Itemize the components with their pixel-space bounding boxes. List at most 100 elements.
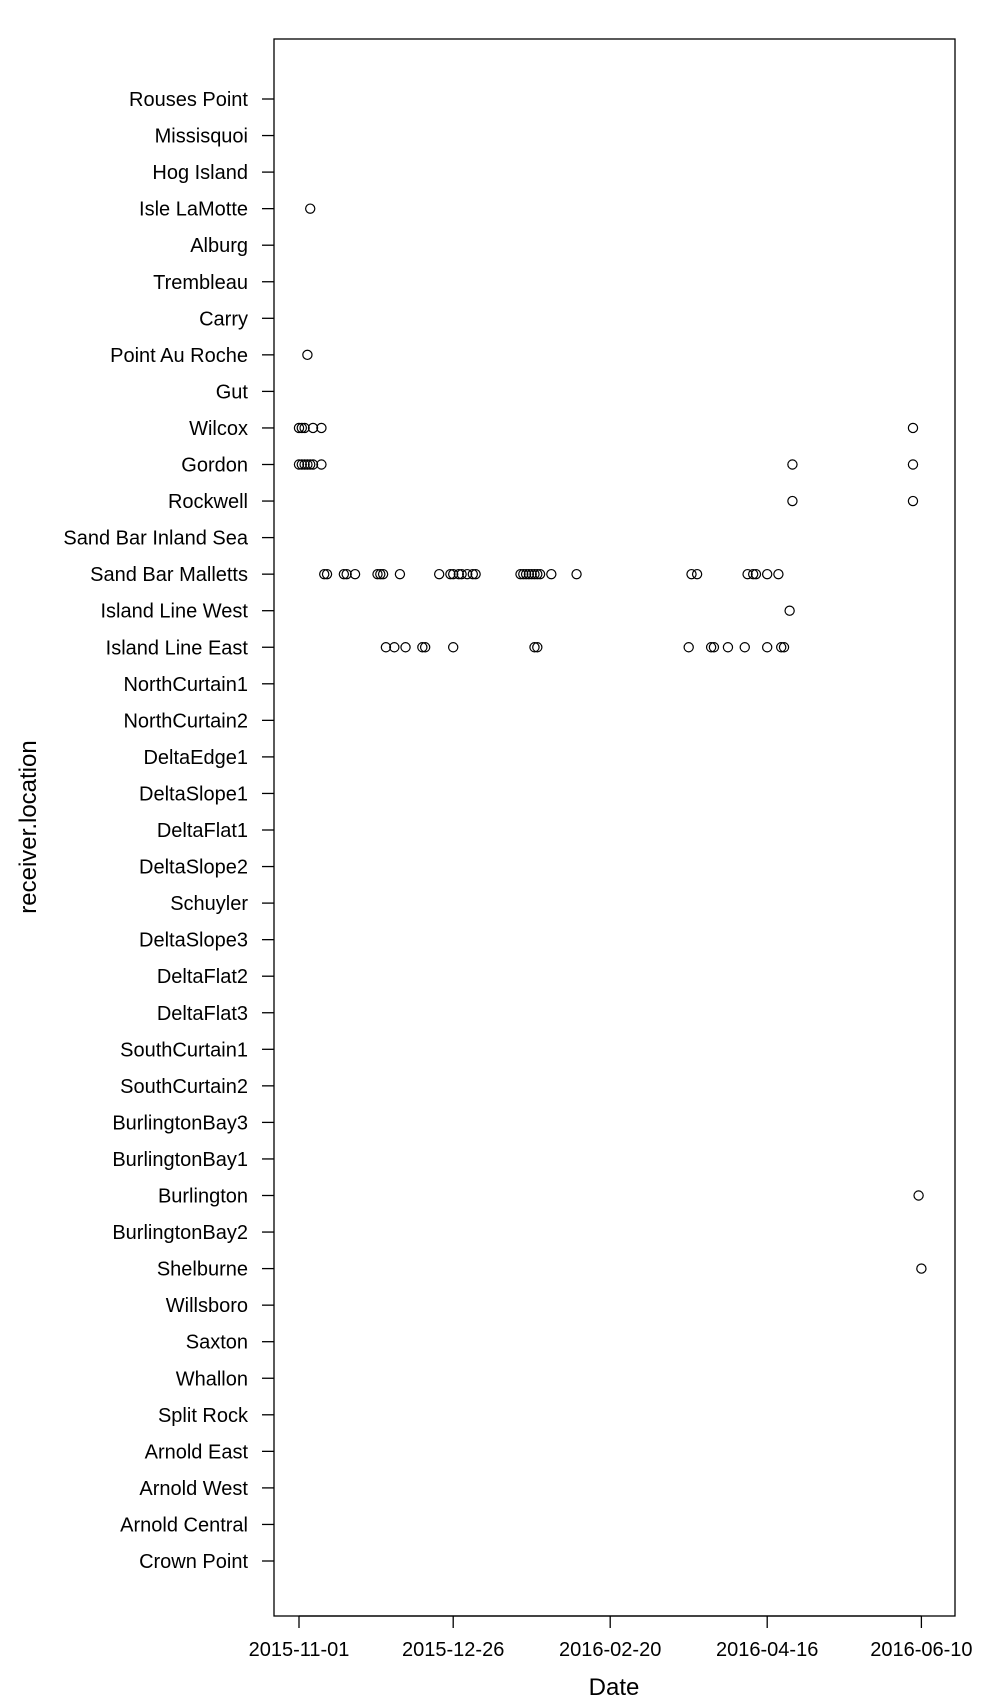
data-point xyxy=(784,605,795,616)
data-point xyxy=(456,568,467,580)
y-tick-label: Island Line West xyxy=(101,601,249,623)
y-tick-label: DeltaFlat2 xyxy=(157,966,248,988)
data-point xyxy=(747,568,759,580)
data-point xyxy=(518,568,529,580)
y-tick-label: Island Line East xyxy=(106,637,249,659)
data-point xyxy=(316,422,327,434)
y-tick-label: Trembleau xyxy=(153,272,248,294)
x-tick-label: 2016-02-20 xyxy=(559,1639,661,1661)
data-point xyxy=(305,203,316,214)
data-point xyxy=(913,1190,924,1201)
x-tick-label: 2015-12-26 xyxy=(402,1639,504,1661)
data-point xyxy=(571,568,582,580)
data-point xyxy=(683,642,694,653)
x-tick-label: 2016-06-10 xyxy=(870,1639,972,1661)
y-tick-label: Sand Bar Inland Sea xyxy=(63,528,248,550)
data-point xyxy=(299,459,310,470)
y-tick-label: BurlingtonBay3 xyxy=(112,1112,248,1134)
data-point xyxy=(467,568,479,580)
plot-frame xyxy=(273,38,956,1617)
data-point xyxy=(400,642,411,653)
data-point xyxy=(389,642,400,653)
y-tick-label: Willsboro xyxy=(166,1295,248,1317)
data-point xyxy=(302,349,313,361)
data-point xyxy=(705,642,717,653)
y-tick-label: Crown Point xyxy=(139,1551,248,1573)
y-tick-label: Shelburne xyxy=(157,1259,248,1281)
x-axis-title: Date xyxy=(589,1674,640,1701)
y-tick-label: DeltaEdge1 xyxy=(143,747,248,769)
y-tick-label: Burlington xyxy=(158,1186,248,1208)
data-point xyxy=(907,422,919,434)
data-point xyxy=(321,568,333,580)
data-point xyxy=(296,459,308,470)
data-point xyxy=(307,422,319,434)
y-tick-label: Split Rock xyxy=(158,1405,249,1427)
x-tick-label: 2016-04-16 xyxy=(716,1639,818,1661)
data-point xyxy=(380,642,392,653)
data-point xyxy=(462,568,473,580)
data-point xyxy=(686,568,697,580)
data-point xyxy=(691,568,703,580)
data-point xyxy=(787,459,798,470)
y-tick-label: Gordon xyxy=(181,455,248,477)
y-tick-label: Arnold East xyxy=(145,1441,249,1463)
data-point xyxy=(319,568,330,580)
data-point xyxy=(520,568,532,580)
data-point xyxy=(419,642,431,653)
data-point xyxy=(338,568,350,580)
data-point xyxy=(417,642,428,653)
y-tick-label: DeltaSlope3 xyxy=(139,930,248,952)
y-tick-label: SouthCurtain2 xyxy=(120,1076,248,1098)
x-axis: 2015-11-01 2015-12-26 2016-02-20 2016-04-16… xyxy=(249,1615,973,1661)
y-tick-label: Wilcox xyxy=(189,418,248,440)
y-tick-label: BurlingtonBay2 xyxy=(112,1222,248,1244)
data-point xyxy=(773,568,784,580)
y-tick-label: Alburg xyxy=(190,235,248,257)
data-point xyxy=(546,568,557,580)
data-point xyxy=(447,642,459,653)
data-point xyxy=(916,1263,927,1274)
data-point xyxy=(293,422,305,434)
y-tick-label: DeltaFlat3 xyxy=(157,1003,248,1025)
data-point xyxy=(529,568,540,580)
y-tick-label: Whallon xyxy=(176,1368,248,1390)
y-tick-label: DeltaSlope1 xyxy=(139,783,248,805)
data-point xyxy=(341,568,352,580)
data-point xyxy=(372,568,383,580)
data-point xyxy=(776,642,787,653)
data-point xyxy=(453,568,465,580)
data-point xyxy=(293,459,305,470)
data-point xyxy=(433,568,445,580)
data-point xyxy=(445,568,456,580)
data-point xyxy=(761,568,773,580)
data-point xyxy=(299,422,310,434)
y-tick-label: Sand Bar Malletts xyxy=(90,564,248,586)
data-point xyxy=(375,568,386,580)
data-point xyxy=(742,568,753,580)
data-point xyxy=(515,568,526,580)
data-point xyxy=(750,568,762,580)
data-point xyxy=(307,459,319,470)
data-point xyxy=(349,568,361,580)
y-tick-label: Point Au Roche xyxy=(110,345,248,367)
data-point xyxy=(778,642,790,653)
y-tick-label: SouthCurtain1 xyxy=(120,1039,248,1061)
data-point xyxy=(708,642,720,653)
y-tick-label: DeltaSlope2 xyxy=(139,857,248,879)
data-point xyxy=(529,642,540,653)
y-tick-label: NorthCurtain1 xyxy=(123,674,248,696)
y-tick-label: Saxton xyxy=(186,1332,248,1354)
y-tick-label: Missisquoi xyxy=(155,126,248,148)
data-point xyxy=(532,642,543,653)
y-tick-label: Carry xyxy=(199,308,248,330)
data-point xyxy=(470,568,481,580)
x-tick-label: 2015-11-01 xyxy=(249,1639,350,1661)
data-point xyxy=(447,568,459,580)
data-point xyxy=(377,568,389,580)
y-tick-label: Gut xyxy=(216,381,249,403)
y-tick-label: Arnold West xyxy=(139,1478,248,1500)
data-point xyxy=(302,459,313,470)
y-tick-label: Rouses Point xyxy=(129,89,248,111)
